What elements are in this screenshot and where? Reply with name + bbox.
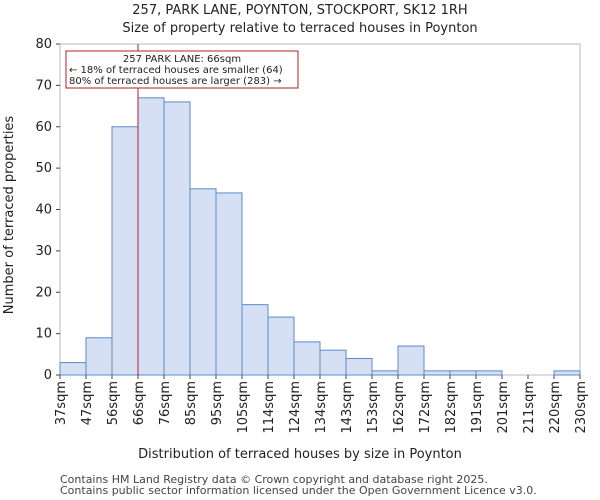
x-tick-label: 143sqm [340,381,355,434]
x-tick-label: 211sqm [522,381,537,434]
y-tick-label: 10 [35,327,52,342]
x-axis-ticks: 37sqm 47sqm 56sqm 66sqm 76sqm 85sqm 95sqm 105sq… [54,375,589,434]
bar-66sqm [137,97,165,376]
x-tick-label: 134sqm [314,381,329,434]
bar-134sqm [319,349,347,376]
chart-title-line2: Size of property relative to terraced ho… [122,21,477,36]
bar-153sqm [371,370,399,376]
x-tick-label: 172sqm [418,381,433,434]
bar-47sqm [85,337,113,376]
x-tick-label: 114sqm [262,381,277,434]
bar-191sqm [475,370,503,376]
bar-162sqm [397,345,425,376]
y-tick-label: 40 [35,203,52,218]
bar-56sqm [111,126,139,376]
x-tick-label: 105sqm [236,381,251,434]
x-tick-label: 37sqm [54,381,69,425]
x-tick-label: 124sqm [288,381,303,434]
bar-124sqm [293,341,321,376]
bar-85sqm [189,188,217,376]
y-axis-ticks: 0 10 20 30 40 50 60 70 80 [35,37,60,383]
x-tick-label: 66sqm [132,381,147,425]
annotation-line2: ← 18% of terraced houses are smaller (64… [69,65,283,76]
plot-area: 257 PARK LANE: 66sqm ← 18% of terraced h… [59,43,581,376]
y-tick-label: 20 [35,285,52,300]
bar-114sqm [267,316,295,376]
footer-line1: Contains HM Land Registry data © Crown c… [60,473,488,486]
y-axis-label: Number of terraced properties [2,116,17,315]
x-tick-label: 230sqm [574,381,589,434]
x-tick-label: 162sqm [392,381,407,434]
y-tick-label: 50 [35,161,52,176]
x-axis-label: Distribution of terraced houses by size … [138,447,462,462]
annotation-frame [65,50,299,89]
bar-182sqm [449,370,477,376]
bar-76sqm [163,101,191,376]
x-tick-label: 47sqm [80,381,95,425]
annotation-box: 257 PARK LANE: 66sqm ← 18% of terraced h… [65,50,299,89]
y-tick-label: 80 [35,37,52,52]
bars-group [59,97,581,376]
bar-37sqm [59,362,87,376]
bar-143sqm [345,357,373,376]
bar-172sqm [423,370,451,376]
x-tick-label: 56sqm [106,381,121,425]
x-tick-label: 153sqm [366,381,381,434]
footer-line2: Contains public sector information licen… [60,484,537,497]
x-tick-label: 201sqm [496,381,511,434]
y-tick-label: 0 [44,368,52,383]
y-tick-label: 70 [35,78,52,93]
x-tick-label: 95sqm [210,381,225,425]
bar-220sqm [553,370,581,376]
x-tick-label: 220sqm [548,381,563,434]
bar-105sqm [241,304,269,376]
x-tick-label: 85sqm [184,381,199,425]
annotation-line3: 80% of terraced houses are larger (283) … [69,76,282,87]
annotation-line1: 257 PARK LANE: 66sqm [123,54,241,65]
y-tick-label: 60 [35,120,52,135]
chart-title-line1: 257, PARK LANE, POYNTON, STOCKPORT, SK12… [132,3,467,18]
y-tick-label: 30 [35,244,52,259]
bar-95sqm [215,192,243,376]
x-tick-label: 76sqm [158,381,173,425]
x-tick-label: 182sqm [444,381,459,434]
x-tick-label: 191sqm [470,381,485,434]
